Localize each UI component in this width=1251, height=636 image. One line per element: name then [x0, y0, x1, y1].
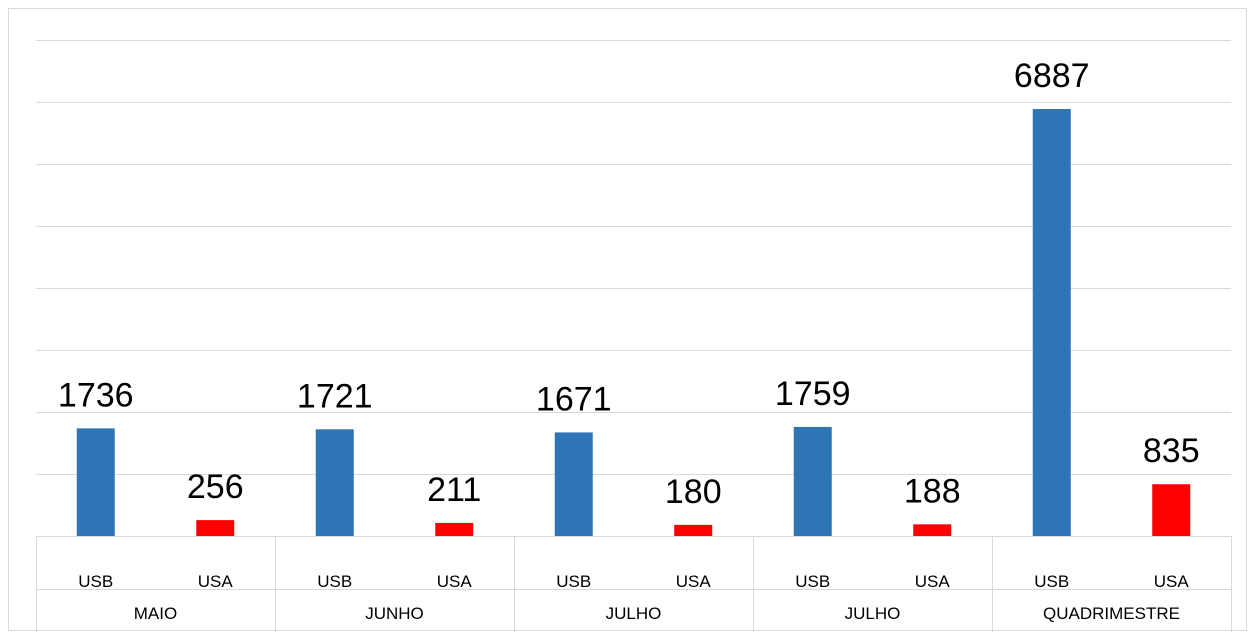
tick-label: USB	[1034, 572, 1069, 591]
bar-usa	[1152, 484, 1191, 536]
data-label: 6887	[1014, 57, 1090, 95]
data-label: 1671	[536, 380, 612, 418]
data-label: 1759	[775, 375, 851, 413]
bar-usa	[435, 522, 474, 536]
data-label: 1721	[297, 377, 373, 415]
bar-usb	[76, 428, 115, 536]
bar-usb	[793, 426, 832, 536]
tick-label: USB	[556, 572, 591, 591]
data-label: 1736	[58, 376, 134, 414]
data-label: 180	[665, 473, 722, 511]
bar-usa	[913, 524, 952, 536]
group-label: QUADRIMESTRE	[1043, 604, 1180, 623]
group-label: JULHO	[606, 604, 662, 623]
value-labels: 1736 256 1721 211 1671 180 1759 188 6887 835	[58, 57, 1200, 511]
group-label: JUNHO	[365, 604, 424, 623]
tick-label: USB	[317, 572, 352, 591]
tick-label: USA	[676, 572, 712, 591]
data-label: 211	[427, 471, 481, 509]
bar-usa	[196, 520, 235, 536]
bar-usb	[554, 432, 593, 536]
tick-label: USA	[915, 572, 951, 591]
tick-label: USB	[795, 572, 830, 591]
data-label: 835	[1143, 432, 1200, 470]
bars	[76, 109, 1191, 537]
tick-label: USA	[1154, 572, 1190, 591]
category-axis: USB USA USB USA USB USA USB USA USB USA MAIO JUNHO J…	[36, 536, 1232, 632]
bar-usb	[1032, 109, 1071, 537]
group-label: MAIO	[134, 604, 177, 623]
data-label: 256	[187, 468, 244, 506]
group-label: JULHO	[845, 604, 901, 623]
tick-label: USA	[198, 572, 234, 591]
bar-usa	[674, 524, 713, 536]
gridlines	[36, 40, 1231, 475]
tick-label: USB	[78, 572, 113, 591]
data-label: 188	[904, 472, 961, 510]
tick-label: USA	[437, 572, 473, 591]
bar-usb	[315, 429, 354, 536]
chart-frame: 1736 256 1721 211 1671 180 1759 188 6887 835 USB U…	[8, 8, 1247, 632]
